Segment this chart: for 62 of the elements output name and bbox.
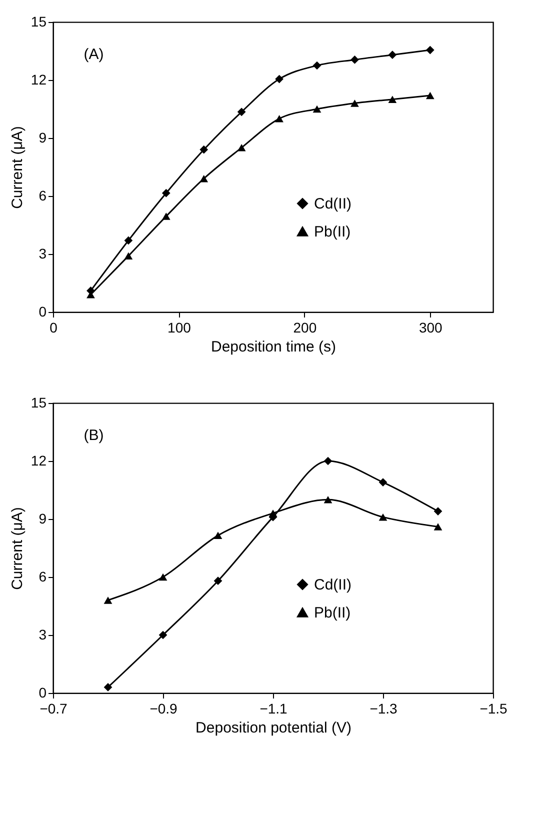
x-tick-label: 100: [168, 320, 192, 336]
point: [124, 252, 133, 260]
point: [426, 92, 434, 100]
point: [200, 174, 208, 182]
x-axis-title: Deposition potential (V): [196, 720, 352, 736]
point: [158, 573, 168, 581]
legend-label: Pb(II): [314, 604, 351, 622]
y-tick-label: 3: [38, 246, 47, 262]
point: [104, 683, 112, 692]
y-tick-label: 6: [38, 188, 47, 204]
y-tick-label: 6: [38, 568, 47, 584]
point: [350, 100, 359, 107]
point: [200, 145, 208, 154]
point: [434, 523, 442, 530]
annotation: (B): [84, 426, 104, 444]
point: [275, 74, 284, 84]
y-tick-label: 15: [30, 394, 47, 410]
x-tick-label: 300: [418, 320, 443, 336]
x-tick-label: −1.1: [260, 700, 288, 716]
point: [434, 507, 442, 516]
legend-label: Cd(II): [314, 576, 352, 594]
point: [237, 108, 246, 116]
x-tick-label: 0: [50, 320, 58, 336]
y-tick-label: 12: [30, 452, 47, 468]
point: [312, 61, 322, 70]
point: [324, 456, 332, 466]
x-axis-title: Deposition time (s): [210, 338, 336, 356]
legend-label: Pb(II): [314, 224, 351, 240]
point: [378, 478, 388, 486]
y-tick-label: 12: [30, 72, 47, 88]
y-tick-label: 0: [38, 304, 47, 320]
y-tick-label: 0: [38, 684, 47, 700]
point: [378, 513, 388, 521]
point: [124, 236, 133, 245]
x-tick-label: −0.7: [40, 700, 68, 716]
point: [324, 496, 332, 504]
y-tick-label: 9: [38, 510, 47, 526]
point: [388, 50, 397, 60]
point: [162, 188, 170, 198]
point: [275, 115, 284, 122]
y-axis-title: Current (μA): [8, 507, 26, 590]
point: [388, 96, 397, 103]
x-tick-label: −1.3: [370, 700, 398, 716]
x-tick-label: 200: [293, 320, 317, 336]
y-tick-label: 9: [38, 130, 47, 146]
point: [162, 212, 170, 220]
x-tick-label: −1.5: [480, 700, 508, 716]
point: [350, 56, 359, 64]
point: [268, 510, 278, 517]
annotation: (A): [84, 46, 104, 63]
point: [214, 532, 222, 540]
y-tick-label: 15: [30, 14, 47, 30]
point: [214, 576, 222, 586]
y-axis-title: Current (μA): [8, 126, 26, 209]
legend-label: Cd(II): [314, 196, 352, 212]
point: [426, 46, 434, 54]
point: [158, 630, 168, 640]
point: [237, 144, 246, 152]
x-tick-label: −0.9: [150, 700, 178, 716]
point: [104, 596, 112, 604]
point: [312, 105, 322, 113]
y-tick-label: 3: [38, 626, 47, 642]
